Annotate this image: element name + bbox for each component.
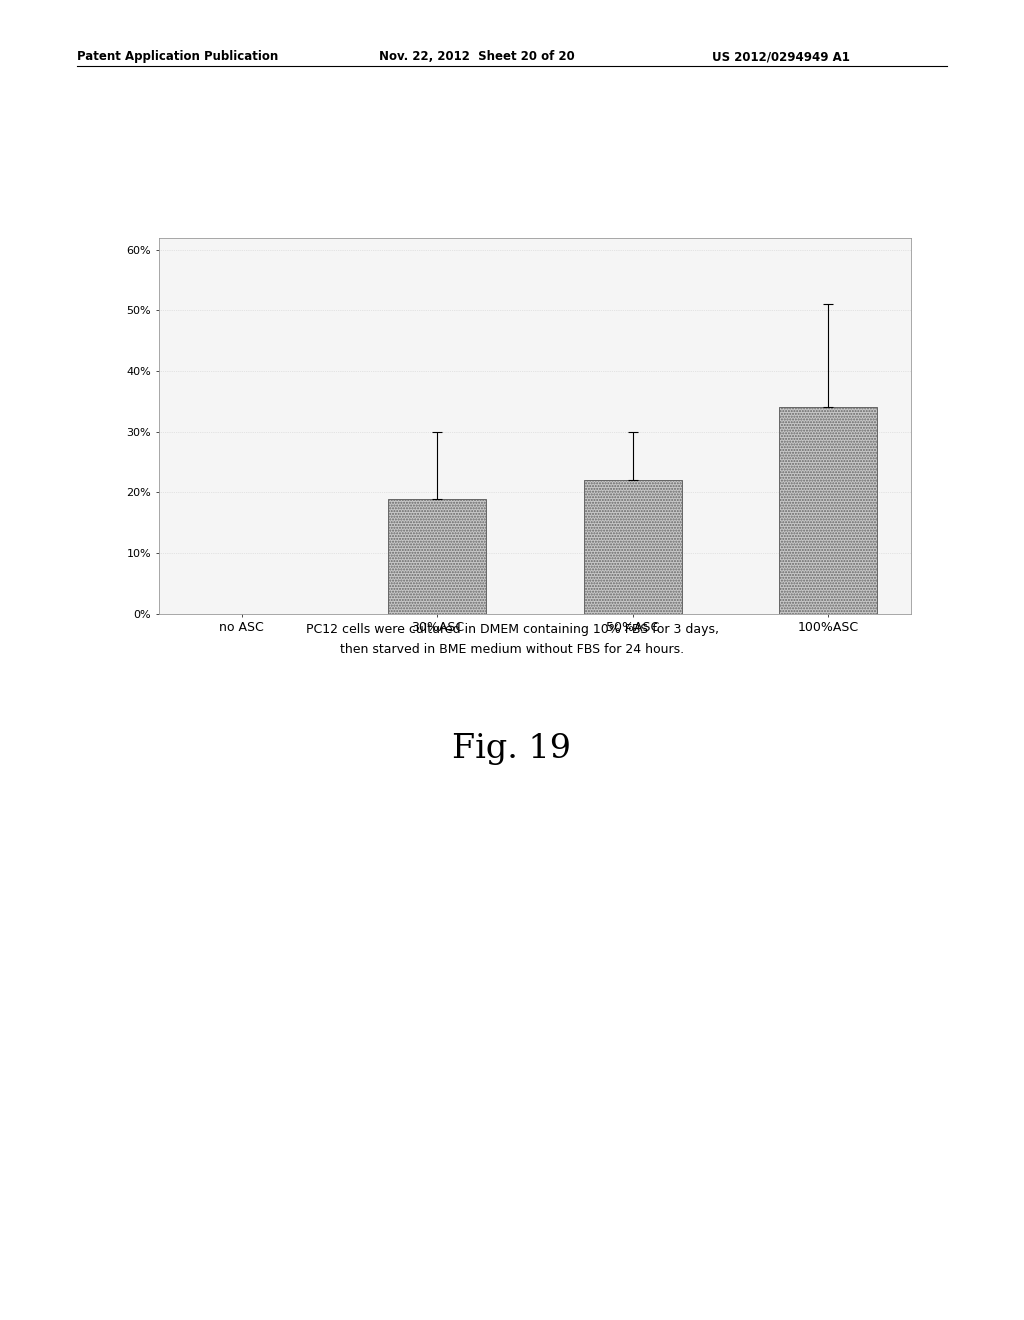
Bar (779, 408, 878, 614)
Text: then starved in BME medium without FBS for 24 hours.: then starved in BME medium without FBS f… (340, 643, 684, 656)
Text: Patent Application Publication: Patent Application Publication (77, 50, 279, 63)
Bar (388, 499, 486, 614)
Text: Fig. 19: Fig. 19 (453, 733, 571, 764)
Text: Nov. 22, 2012  Sheet 20 of 20: Nov. 22, 2012 Sheet 20 of 20 (379, 50, 574, 63)
Bar (584, 480, 682, 614)
Text: PC12 cells were cultured in DMEM containing 10% FBS for 3 days,: PC12 cells were cultured in DMEM contain… (305, 623, 719, 636)
Text: US 2012/0294949 A1: US 2012/0294949 A1 (712, 50, 850, 63)
